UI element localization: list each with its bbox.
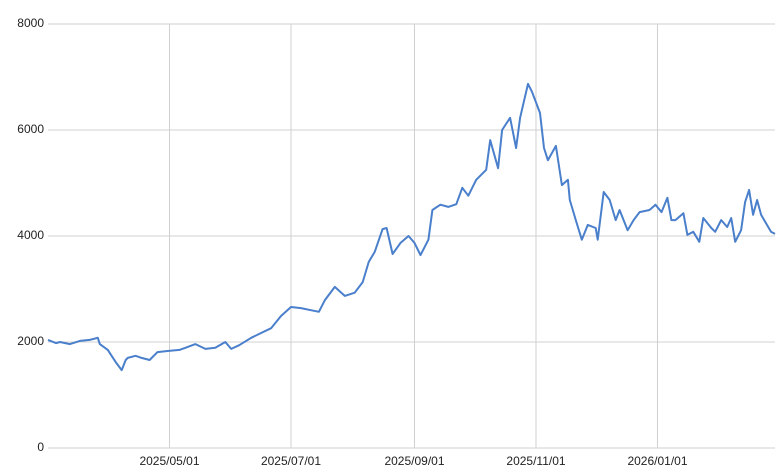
- x-tick-label: 2025/07/01: [261, 454, 321, 468]
- y-tick-label: 8000: [17, 16, 44, 30]
- y-tick-label: 6000: [17, 122, 44, 136]
- y-tick-label: 2000: [17, 334, 44, 348]
- x-tick-label: 2025/11/01: [506, 454, 565, 468]
- y-tick-label: 4000: [17, 228, 44, 242]
- data-line: [47, 82, 776, 372]
- x-tick-label: 2026/01/01: [627, 454, 687, 468]
- x-tick-label: 2025/09/01: [384, 454, 444, 468]
- x-tick-label: 2025/05/01: [139, 454, 199, 468]
- y-tick-label: 0: [37, 440, 44, 454]
